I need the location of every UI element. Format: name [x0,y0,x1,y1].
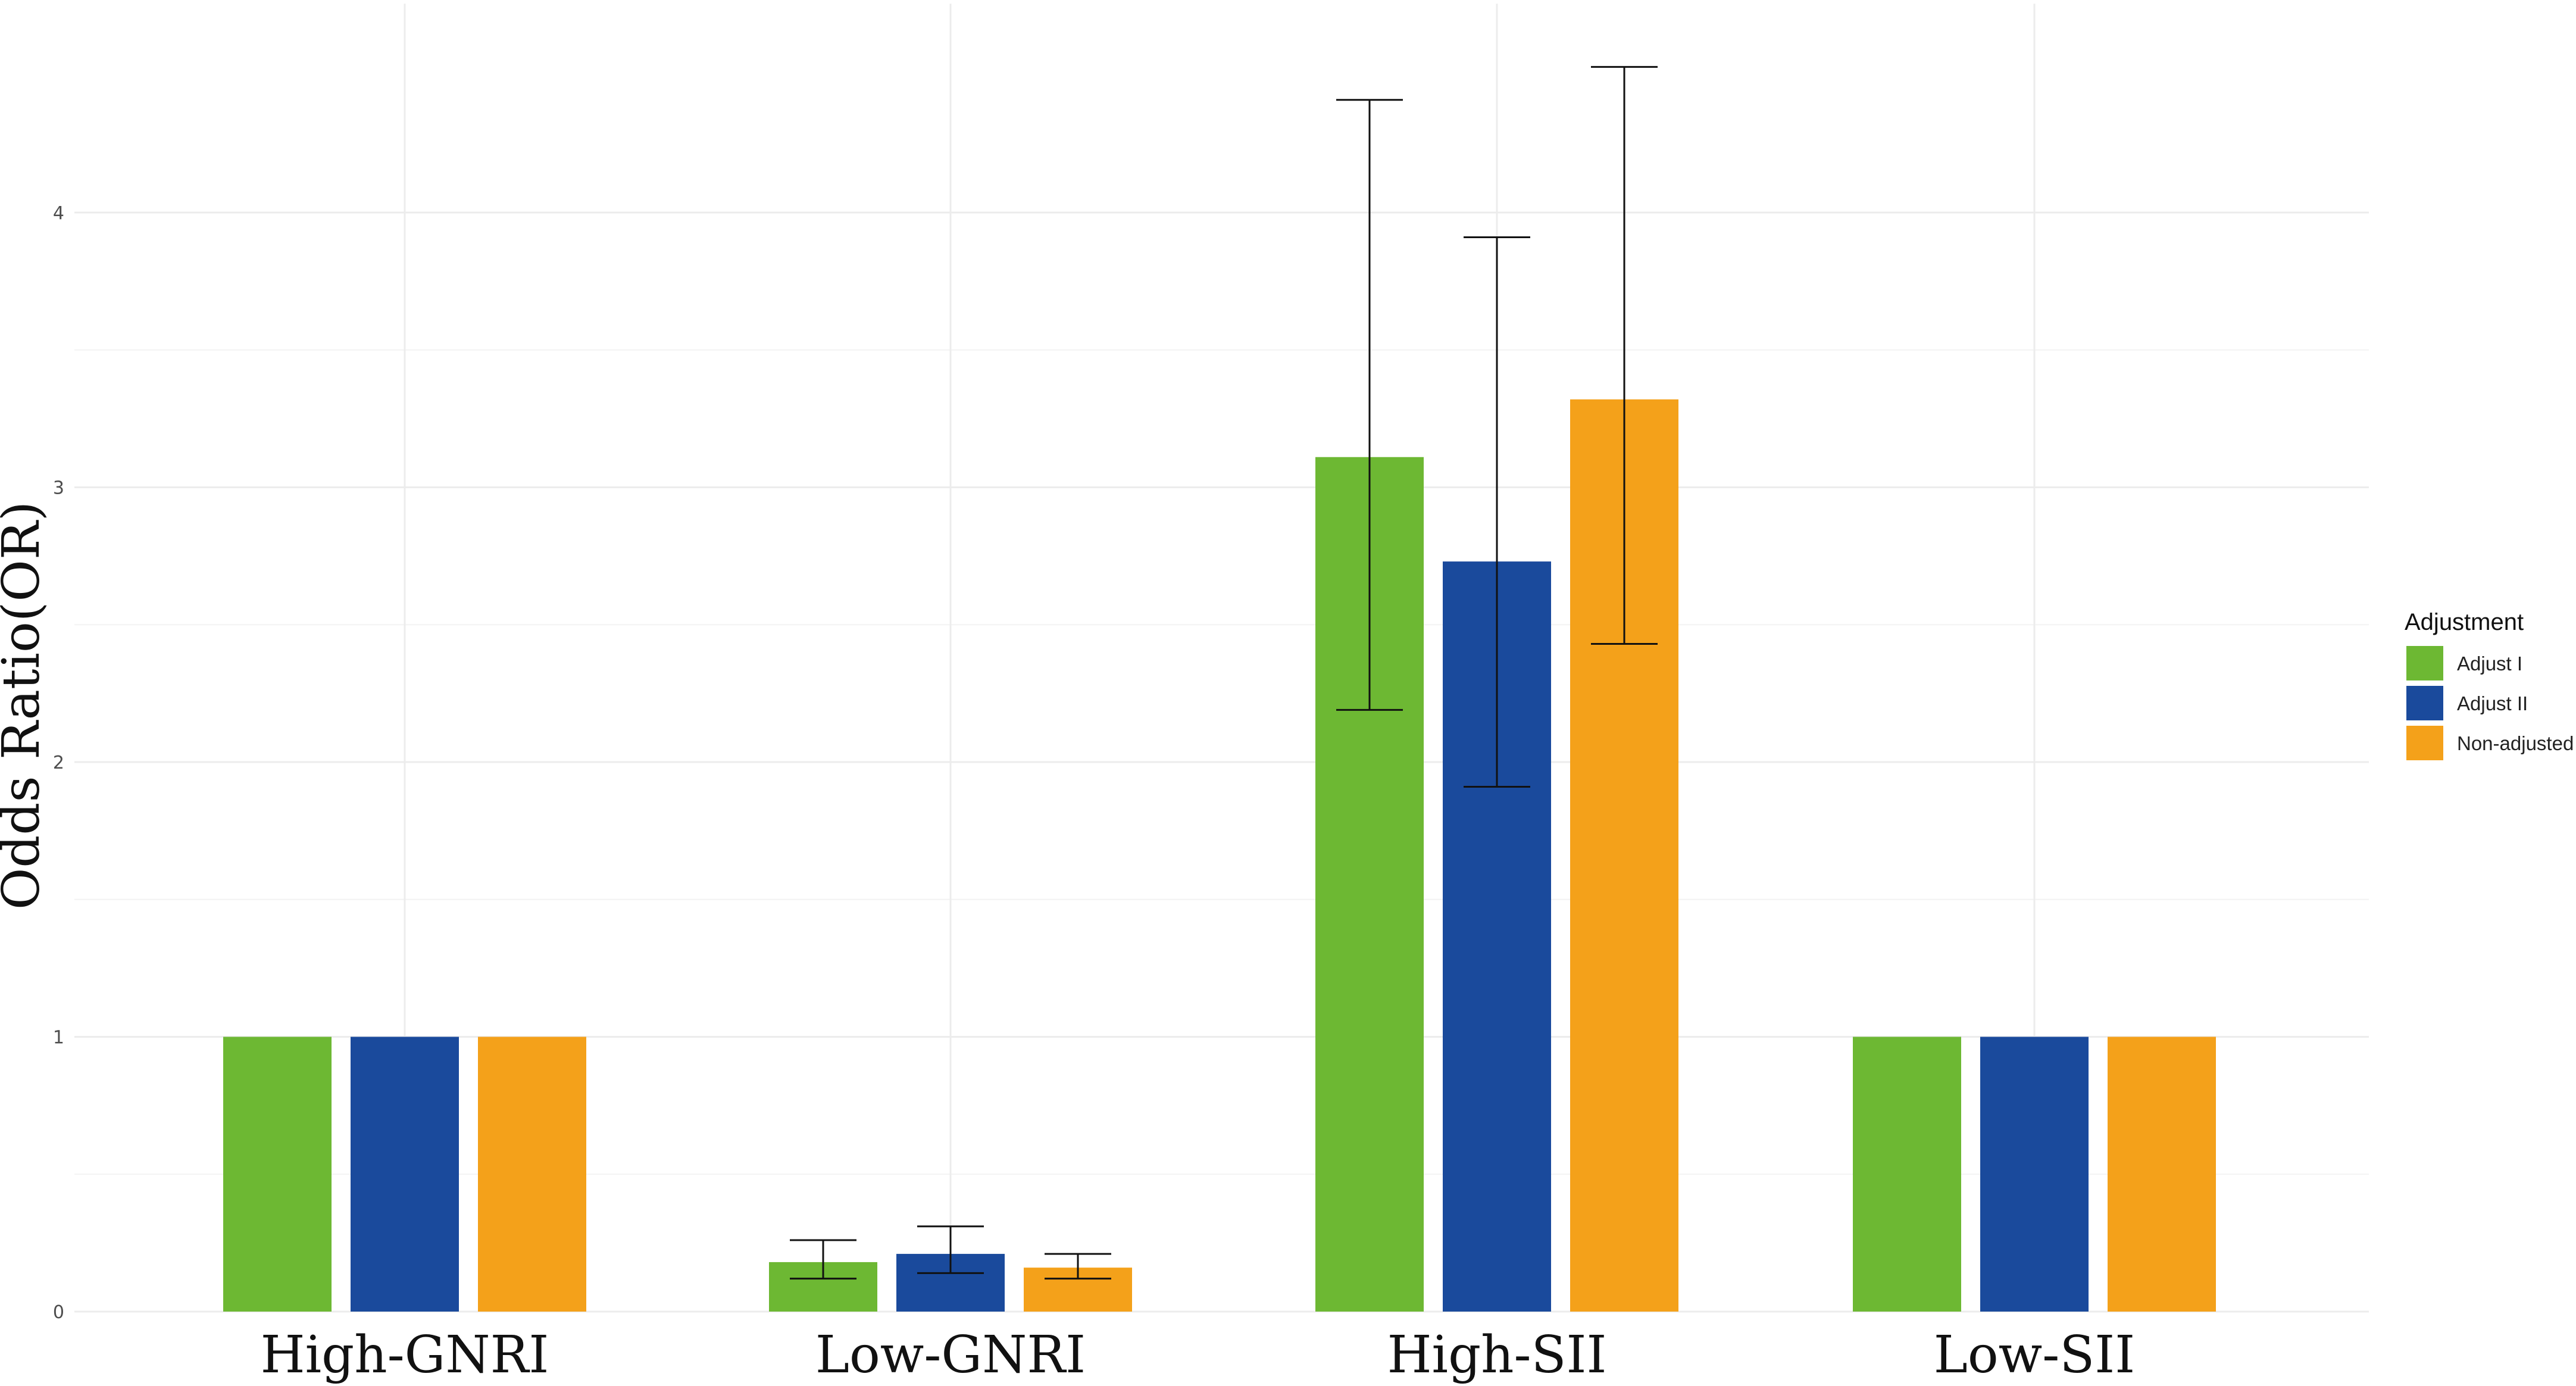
x-tick-label: High-GNRI [261,1325,549,1385]
error-bar [1045,1253,1111,1280]
error-bar [790,1239,856,1280]
legend-label: Non-adjusted [2457,732,2574,754]
legend-key [2406,646,2443,680]
y-tick-label: 4 [53,203,64,224]
x-tick-label: Low-GNRI [815,1325,1086,1385]
error-bar [1336,99,1403,711]
bar [351,1037,459,1312]
bar [1853,1037,1961,1312]
x-tick-label: Low-SII [1934,1325,2135,1385]
error-bar [917,1225,984,1274]
y-axis-label: Odds Ratio(OR) [0,501,51,910]
y-tick-label: 1 [53,1028,64,1048]
legend-key [2406,686,2443,720]
x-tick-label: High-SII [1387,1325,1607,1385]
legend-label: Adjust II [2457,692,2528,714]
y-tick-label: 3 [53,478,64,499]
legend-label: Adjust I [2457,653,2522,675]
legend-title: Adjustment [2405,609,2524,635]
y-axis-ticks: 0 1 2 3 4 [53,203,64,1323]
error-bar [1591,65,1658,645]
error-bar [1464,236,1530,788]
bar [1980,1037,2089,1312]
legend-key [2406,726,2443,760]
y-tick-label: 2 [53,753,64,773]
bar [2108,1037,2216,1312]
legend: Adjustment Adjust I Adjust II Non-adjusted [2405,609,2574,760]
bars [223,399,2216,1312]
bar [223,1037,332,1312]
bar [478,1037,586,1312]
x-axis-ticks: High-GNRI Low-GNRI High-SII Low-SII [261,1325,2136,1385]
error-bars [790,65,1658,1280]
y-tick-label: 0 [53,1302,64,1323]
